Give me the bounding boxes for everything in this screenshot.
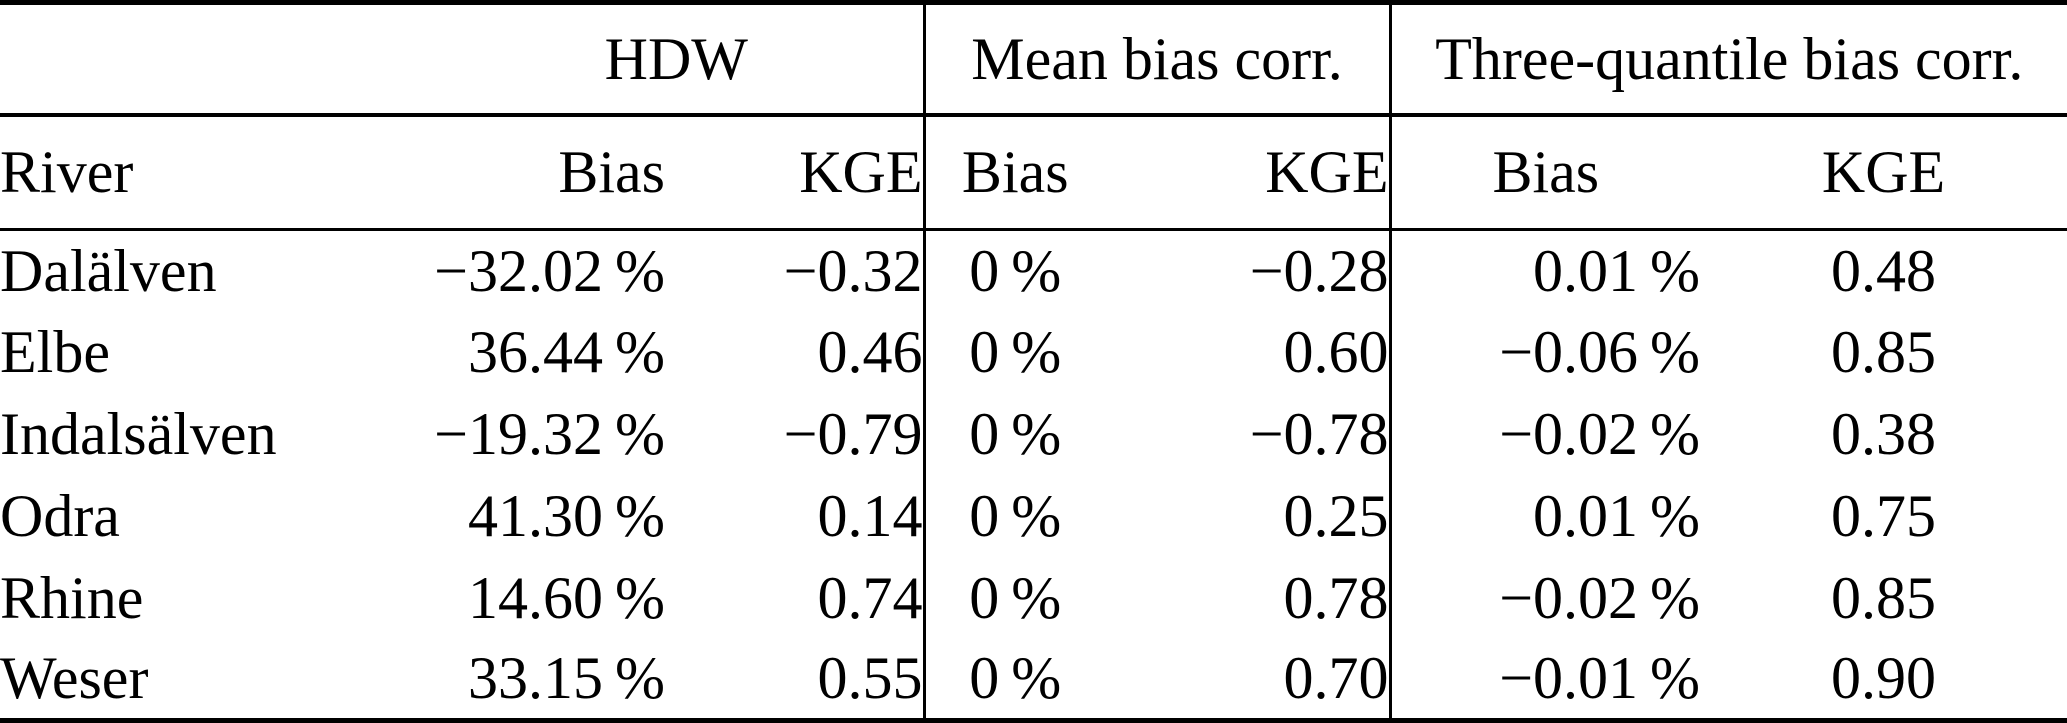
tq-kge-value: 0.48 (1831, 238, 1937, 305)
group-header-mean-bias-corr: Mean bias corr. (922, 2, 1391, 117)
column-header-tq-kge: KGE (1700, 114, 2067, 231)
mean-kge-value: 0.70 (1283, 645, 1389, 712)
hdw-kge-value: −0.32 (783, 238, 923, 305)
table-row-rhine: Rhine 14.60 % 0.74 0 % 0.78 −0.02 % 0.85 (0, 556, 2067, 639)
tq-bias-value: 0.01 % (1388, 474, 1701, 557)
mean-bias-value: 0 % (922, 556, 1106, 639)
column-header-row: River Bias KGE Bias KGE Bias KGE (0, 114, 2067, 231)
tq-bias-value: −0.01 % (1388, 638, 1701, 721)
table-row-weser: Weser 33.15 % 0.55 0 % 0.70 −0.01 % 0.90 (0, 638, 2067, 721)
hdw-kge-value: 0.74 (817, 564, 923, 631)
mean-bias-value: 0 % (922, 229, 1106, 312)
hdw-bias-value: 14.60 % (468, 564, 665, 631)
column-header-hdw-kge: KGE (665, 114, 925, 231)
river-name: Rhine (0, 564, 144, 631)
mean-kge-value: 0.78 (1283, 564, 1389, 631)
river-name: Indalsälven (0, 401, 277, 468)
tq-bias-value: −0.02 % (1388, 393, 1701, 475)
mean-bias-value: 0 % (922, 311, 1106, 394)
river-name: Elbe (0, 319, 110, 386)
hdw-bias-value: −19.32 % (434, 401, 665, 468)
tq-kge-value: 0.85 (1831, 564, 1937, 631)
tq-kge-value: 0.38 (1831, 401, 1937, 468)
column-header-mean-kge: KGE (1105, 114, 1391, 231)
tq-bias-value: −0.06 % (1388, 311, 1701, 394)
hdw-bias-value: 41.30 % (468, 482, 665, 549)
group-header-empty (0, 2, 430, 117)
tq-kge-value: 0.90 (1831, 645, 1937, 712)
table-row-indalsalven: Indalsälven −19.32 % −0.79 0 % −0.78 −0.… (0, 393, 2067, 475)
hdw-bias-value: 33.15 % (468, 645, 665, 712)
group-header-row: HDW Mean bias corr. Three-quantile bias … (0, 2, 2067, 117)
tq-bias-value: 0.01 % (1388, 229, 1701, 312)
mean-bias-value: 0 % (922, 638, 1106, 721)
hdw-kge-value: −0.79 (783, 401, 923, 468)
river-name: Odra (0, 482, 120, 549)
column-header-hdw-bias: Bias (430, 114, 665, 231)
hdw-kge-value: 0.46 (817, 319, 923, 386)
tq-kge-value: 0.85 (1831, 319, 1937, 386)
river-name: Weser (0, 645, 149, 712)
group-header-hdw: HDW (430, 2, 925, 117)
column-header-mean-bias: Bias (922, 114, 1106, 231)
mean-kge-value: 0.25 (1283, 482, 1389, 549)
hdw-bias-value: −32.02 % (434, 238, 665, 305)
tq-bias-value: −0.02 % (1388, 556, 1701, 639)
table-row-dalalven: Dalälven −32.02 % −0.32 0 % −0.28 0.01 %… (0, 229, 2067, 312)
table-row-odra: Odra 41.30 % 0.14 0 % 0.25 0.01 % 0.75 (0, 474, 2067, 557)
river-name: Dalälven (0, 238, 217, 305)
table-row-elbe: Elbe 36.44 % 0.46 0 % 0.60 −0.06 % 0.85 (0, 311, 2067, 394)
column-header-tq-bias: Bias (1388, 114, 1701, 231)
mean-bias-value: 0 % (922, 474, 1106, 557)
column-header-river: River (0, 114, 430, 231)
group-header-three-quantile-bias-corr: Three-quantile bias corr. (1388, 2, 2067, 117)
mean-kge-value: 0.60 (1283, 319, 1389, 386)
hdw-kge-value: 0.14 (817, 482, 923, 549)
mean-bias-value: 0 % (922, 393, 1106, 475)
hdw-bias-value: 36.44 % (468, 319, 665, 386)
mean-kge-value: −0.28 (1249, 238, 1389, 305)
tq-kge-value: 0.75 (1831, 482, 1937, 549)
hdw-kge-value: 0.55 (817, 645, 923, 712)
mean-kge-value: −0.78 (1249, 401, 1389, 468)
